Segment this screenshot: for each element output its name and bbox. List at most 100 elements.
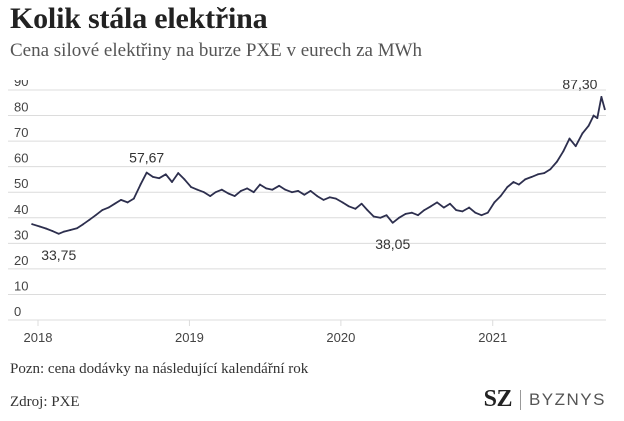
chart-title: Kolik stála elektřina [10, 2, 268, 35]
data-point [354, 207, 357, 210]
data-point [372, 215, 375, 218]
y-tick-label: 10 [14, 278, 28, 293]
data-point [391, 221, 394, 224]
data-point [556, 160, 558, 163]
data-point [190, 186, 192, 189]
data-point [474, 211, 477, 214]
data-point [603, 108, 606, 111]
data-point [568, 137, 571, 140]
data-point [404, 213, 407, 215]
data-point [203, 191, 205, 194]
annotations: 33,75 57,67 38,05 87,30 [41, 80, 597, 263]
data-point [271, 188, 274, 191]
data-point [284, 188, 287, 191]
data-point [587, 124, 590, 127]
data-point [493, 201, 496, 204]
data-point [152, 175, 154, 178]
x-tick-label: 2019 [175, 330, 204, 345]
data-point [88, 218, 91, 221]
data-point [113, 202, 116, 205]
data-point [101, 209, 104, 212]
series-line-0 [31, 95, 606, 235]
data-point [512, 181, 515, 183]
data-point [517, 183, 520, 186]
data-point [171, 181, 173, 183]
data-point [360, 202, 363, 205]
data-point [31, 223, 34, 226]
data-point [562, 150, 565, 153]
data-point [600, 96, 603, 98]
data-point [233, 195, 236, 197]
data-point [303, 193, 306, 196]
data-point [183, 178, 186, 181]
data-label: 87,30 [562, 80, 597, 92]
data-point [139, 183, 142, 186]
data-point [423, 209, 426, 212]
data-point [379, 216, 382, 219]
data-point [398, 216, 400, 219]
data-point [209, 195, 212, 197]
data-point [265, 187, 268, 190]
x-axis-ticks: 2018 2019 2020 2021 [24, 320, 507, 345]
data-label: 33,75 [41, 247, 76, 263]
data-point [239, 190, 242, 192]
data-point [581, 132, 584, 135]
data-point [549, 168, 552, 171]
data-point [214, 191, 217, 194]
data-point [120, 198, 122, 201]
data-point [164, 173, 167, 176]
y-tick-label: 30 [14, 227, 28, 242]
y-tick-label: 90 [14, 80, 28, 89]
data-point [158, 177, 161, 180]
data-point [480, 214, 483, 217]
data-point [341, 201, 344, 204]
data-point [259, 183, 261, 186]
data-point [69, 229, 72, 231]
series-layer [31, 95, 606, 235]
data-point [410, 211, 413, 214]
data-point [107, 206, 110, 209]
data-point [537, 173, 539, 176]
data-label: 38,05 [375, 236, 410, 252]
data-point [126, 201, 129, 204]
data-point [486, 211, 489, 214]
chart-source: Zdroj: PXE [10, 394, 80, 410]
data-point [76, 227, 78, 230]
data-point [442, 206, 445, 209]
data-point [436, 201, 439, 204]
y-tick-label: 40 [14, 202, 28, 217]
data-point [385, 214, 388, 217]
chart-subtitle: Cena silové elektřiny na burze PXE v eur… [10, 40, 423, 61]
data-point [347, 205, 350, 208]
data-point [530, 175, 533, 178]
data-point [574, 145, 577, 148]
data-point [499, 195, 502, 197]
data-point [316, 195, 319, 197]
data-point [145, 171, 148, 174]
data-point [291, 191, 293, 194]
y-tick-label: 20 [14, 253, 28, 268]
data-point [278, 184, 280, 187]
data-point [592, 114, 595, 117]
brand-logo: SZ BYZNYS [484, 386, 606, 413]
data-point [51, 230, 54, 232]
data-point [366, 209, 369, 212]
data-point [38, 225, 41, 228]
data-point [63, 230, 66, 233]
data-point [334, 197, 337, 200]
brand-divider [519, 389, 521, 410]
x-tick-label: 2021 [478, 330, 507, 345]
data-point [177, 172, 180, 174]
data-point [455, 209, 458, 212]
data-point [417, 214, 419, 217]
data-point [196, 188, 199, 191]
data-point [246, 187, 249, 190]
data-point [506, 186, 509, 189]
data-point [132, 197, 135, 200]
data-point [468, 206, 470, 209]
data-point [309, 190, 312, 192]
data-point [461, 210, 464, 213]
data-point [94, 214, 97, 217]
data-point [297, 190, 300, 192]
y-tick-label: 0 [14, 304, 21, 319]
